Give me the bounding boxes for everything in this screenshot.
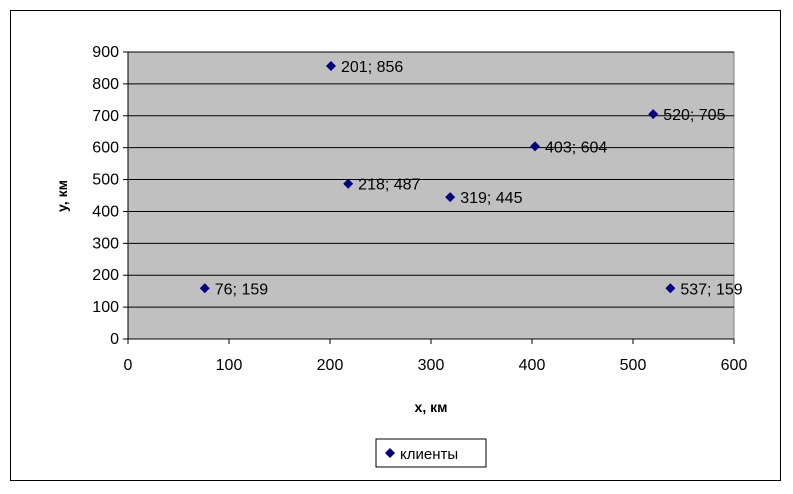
data-point-diamond (530, 141, 541, 152)
y-tick-labels: 0 100 200 300 400 500 600 700 800 900 (92, 44, 119, 348)
data-point-diamond (199, 283, 210, 294)
grid-lines (128, 51, 734, 308)
x-tick-label: 200 (317, 357, 344, 374)
data-labels: 201; 856 520; 705 403; 604 218; 487 319; 445… (215, 59, 743, 298)
y-axis-title: y, км (54, 180, 70, 212)
y-tick-label: 700 (92, 108, 119, 125)
y-tick-label: 500 (92, 172, 119, 189)
data-point-label: 201; 856 (341, 59, 403, 76)
x-tick-label: 400 (519, 357, 546, 374)
data-point-diamond (665, 283, 676, 294)
y-tick-label: 100 (92, 299, 119, 316)
y-tick-label: 0 (110, 331, 119, 348)
y-tick-label: 400 (92, 203, 119, 220)
y-tick-label: 600 (92, 140, 119, 157)
y-tick-label: 200 (92, 267, 119, 284)
data-point-diamond (445, 192, 456, 203)
x-tick-labels: 0 100 200 300 400 500 600 (124, 357, 748, 374)
y-tick-label: 900 (92, 44, 119, 61)
data-point-label: 537; 159 (680, 281, 742, 298)
data-point-diamond (648, 109, 659, 120)
data-points (199, 61, 676, 294)
data-point-label: 403; 604 (545, 139, 607, 156)
data-point-label: 218; 487 (358, 177, 420, 194)
axes (123, 51, 735, 344)
x-tick-label: 0 (124, 357, 133, 374)
x-tick-label: 100 (216, 357, 243, 374)
y-tick-label: 800 (92, 76, 119, 93)
x-axis-title: x, км (415, 399, 448, 415)
legend: клиенты (375, 438, 487, 468)
legend-label: клиенты (400, 446, 458, 463)
data-point-label: 76; 159 (215, 281, 268, 298)
plot-area (127, 51, 735, 340)
y-tick-label: 300 (92, 235, 119, 252)
x-tick-label: 500 (620, 357, 647, 374)
data-point-label: 520; 705 (663, 107, 725, 124)
data-point-diamond (343, 178, 354, 189)
x-tick-label: 300 (418, 357, 445, 374)
data-point-diamond (326, 61, 337, 72)
x-tick-label: 600 (721, 357, 748, 374)
legend-marker-diamond-icon (385, 448, 395, 458)
data-point-label: 319; 445 (460, 190, 522, 207)
